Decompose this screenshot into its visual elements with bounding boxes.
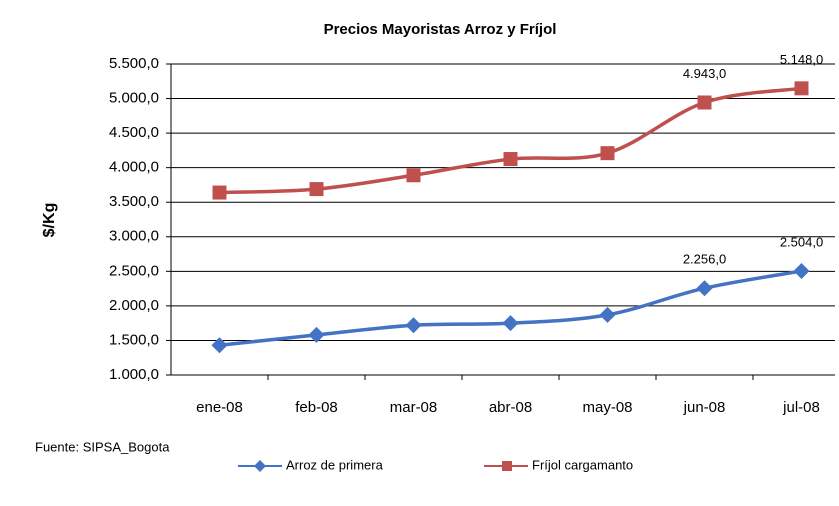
x-tick-label: jul-08 <box>782 399 820 416</box>
x-tick-label: jun-08 <box>683 399 726 416</box>
x-tick-label: abr-08 <box>489 399 532 416</box>
data-label: 2.256,0 <box>683 252 726 267</box>
marker <box>405 317 422 334</box>
x-tick-label: ene-08 <box>196 399 243 416</box>
y-tick-label: 2.500,0 <box>109 262 159 279</box>
series-line <box>219 269 802 348</box>
y-tick-label: 5.500,0 <box>109 55 159 72</box>
y-tick-label: 2.000,0 <box>109 297 159 314</box>
marker <box>502 315 519 332</box>
marker <box>794 81 809 96</box>
marker <box>308 326 325 343</box>
marker <box>309 182 324 197</box>
x-tick-label: mar-08 <box>390 399 438 416</box>
source-note: Fuente: SIPSA_Bogota <box>35 439 170 454</box>
x-tick-label: may-08 <box>582 399 632 416</box>
data-label: 2.504,0 <box>780 234 823 249</box>
marker <box>697 95 712 110</box>
y-tick-label: 1.500,0 <box>109 331 159 348</box>
y-axis-label: $/Kg <box>41 203 58 238</box>
marker <box>406 168 421 183</box>
y-tick-label: 5.000,0 <box>109 90 159 107</box>
legend-marker <box>502 461 512 471</box>
marker <box>599 306 616 323</box>
y-tick-label: 4.500,0 <box>109 124 159 141</box>
marker <box>600 146 615 161</box>
chart-title: Precios Mayoristas Arroz y Fríjol <box>324 21 557 38</box>
y-tick-label: 1.000,0 <box>109 366 159 383</box>
marker <box>212 185 227 200</box>
y-tick-label: 4.000,0 <box>109 159 159 176</box>
marker <box>503 152 518 167</box>
y-tick-label: 3.500,0 <box>109 193 159 210</box>
x-tick-label: feb-08 <box>295 399 338 416</box>
marker <box>793 263 810 280</box>
legend-marker <box>254 460 266 472</box>
marker <box>696 280 713 297</box>
legend-label: Arroz de primera <box>286 457 384 472</box>
y-tick-label: 3.000,0 <box>109 228 159 245</box>
data-label: 4.943,0 <box>683 66 726 81</box>
marker <box>211 337 228 354</box>
legend-label: Fríjol cargamanto <box>532 457 633 472</box>
data-label: 5.148,0 <box>780 52 823 67</box>
series-line <box>219 86 802 195</box>
